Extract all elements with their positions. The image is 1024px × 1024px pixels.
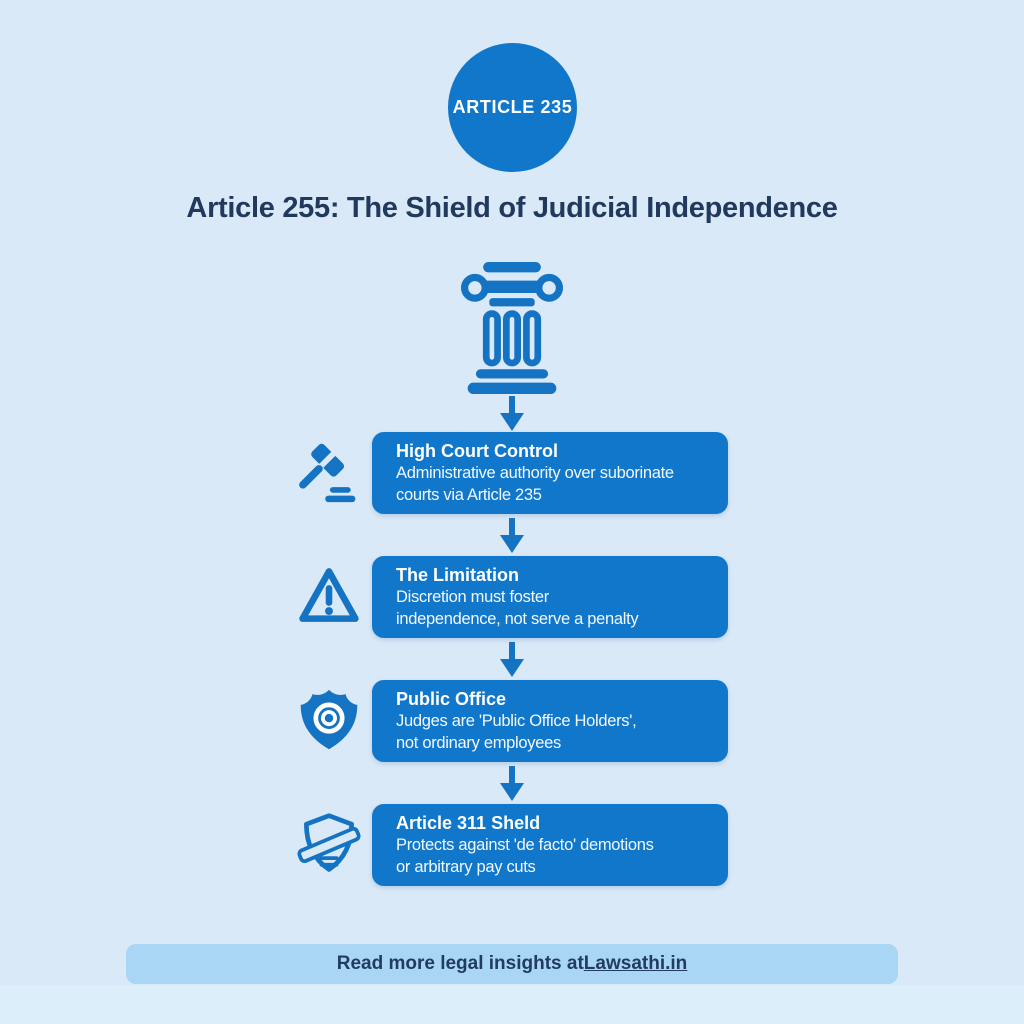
step-heading: Public Office [396, 689, 507, 709]
police-badge-icon [300, 689, 358, 750]
flow-step-card: Article 311 Sheld Protects against 'de f… [372, 804, 728, 886]
step-body-line: courts via Article 235 [396, 486, 542, 504]
step-body-line: Administrative authority over suborinate [396, 464, 674, 482]
article-badge: ARTICLE 235 [448, 43, 577, 172]
flow-step-card: Public Office Judges are 'Public Office … [372, 680, 728, 762]
step-body-line: Protects against 'de facto' demotions [396, 836, 654, 854]
footer-banner: Read more legal insights at Lawsathi.in [126, 944, 898, 984]
flow-step: Public Office Judges are 'Public Office … [0, 680, 1024, 762]
step-heading: High Court Control [396, 441, 558, 461]
flow-step: High Court Control Administrative author… [0, 432, 1024, 514]
flow-arrow-down-icon [500, 642, 524, 677]
step-body-line: independence, not serve a penalty [396, 610, 639, 628]
gavel-icon [299, 443, 356, 503]
flow-step: Article 311 Sheld Protects against 'de f… [0, 804, 1024, 886]
shield-banner-icon [297, 813, 361, 872]
flow-arrow-down-icon [500, 766, 524, 801]
step-body-line: Discretion must foster [396, 588, 549, 606]
article-badge-label: ARTICLE 235 [452, 97, 573, 117]
lawsathi-link[interactable]: Lawsathi.in [583, 953, 688, 974]
flow-arrow-down-icon [500, 396, 524, 431]
step-body-line: not ordinary employees [396, 734, 561, 752]
flow-step: The Limitation Discretion must foster in… [0, 556, 1024, 638]
step-heading: The Limitation [396, 565, 519, 585]
step-heading: Article 311 Sheld [396, 813, 541, 833]
step-body-line: Judges are 'Public Office Holders', [396, 712, 637, 730]
step-body-line: or arbitrary pay cuts [396, 858, 536, 876]
flow-arrow-down-icon [500, 518, 524, 553]
pillar-icon [460, 262, 564, 394]
flow-step-card: The Limitation Discretion must foster in… [372, 556, 728, 638]
page-title: Article 255: The Shield of Judicial Inde… [186, 192, 838, 224]
warning-triangle-icon [299, 568, 359, 622]
footer-banner-text: Read more legal insights at [336, 953, 584, 974]
footer-strip [0, 985, 1024, 1024]
flow-step-card: High Court Control Administrative author… [372, 432, 728, 514]
